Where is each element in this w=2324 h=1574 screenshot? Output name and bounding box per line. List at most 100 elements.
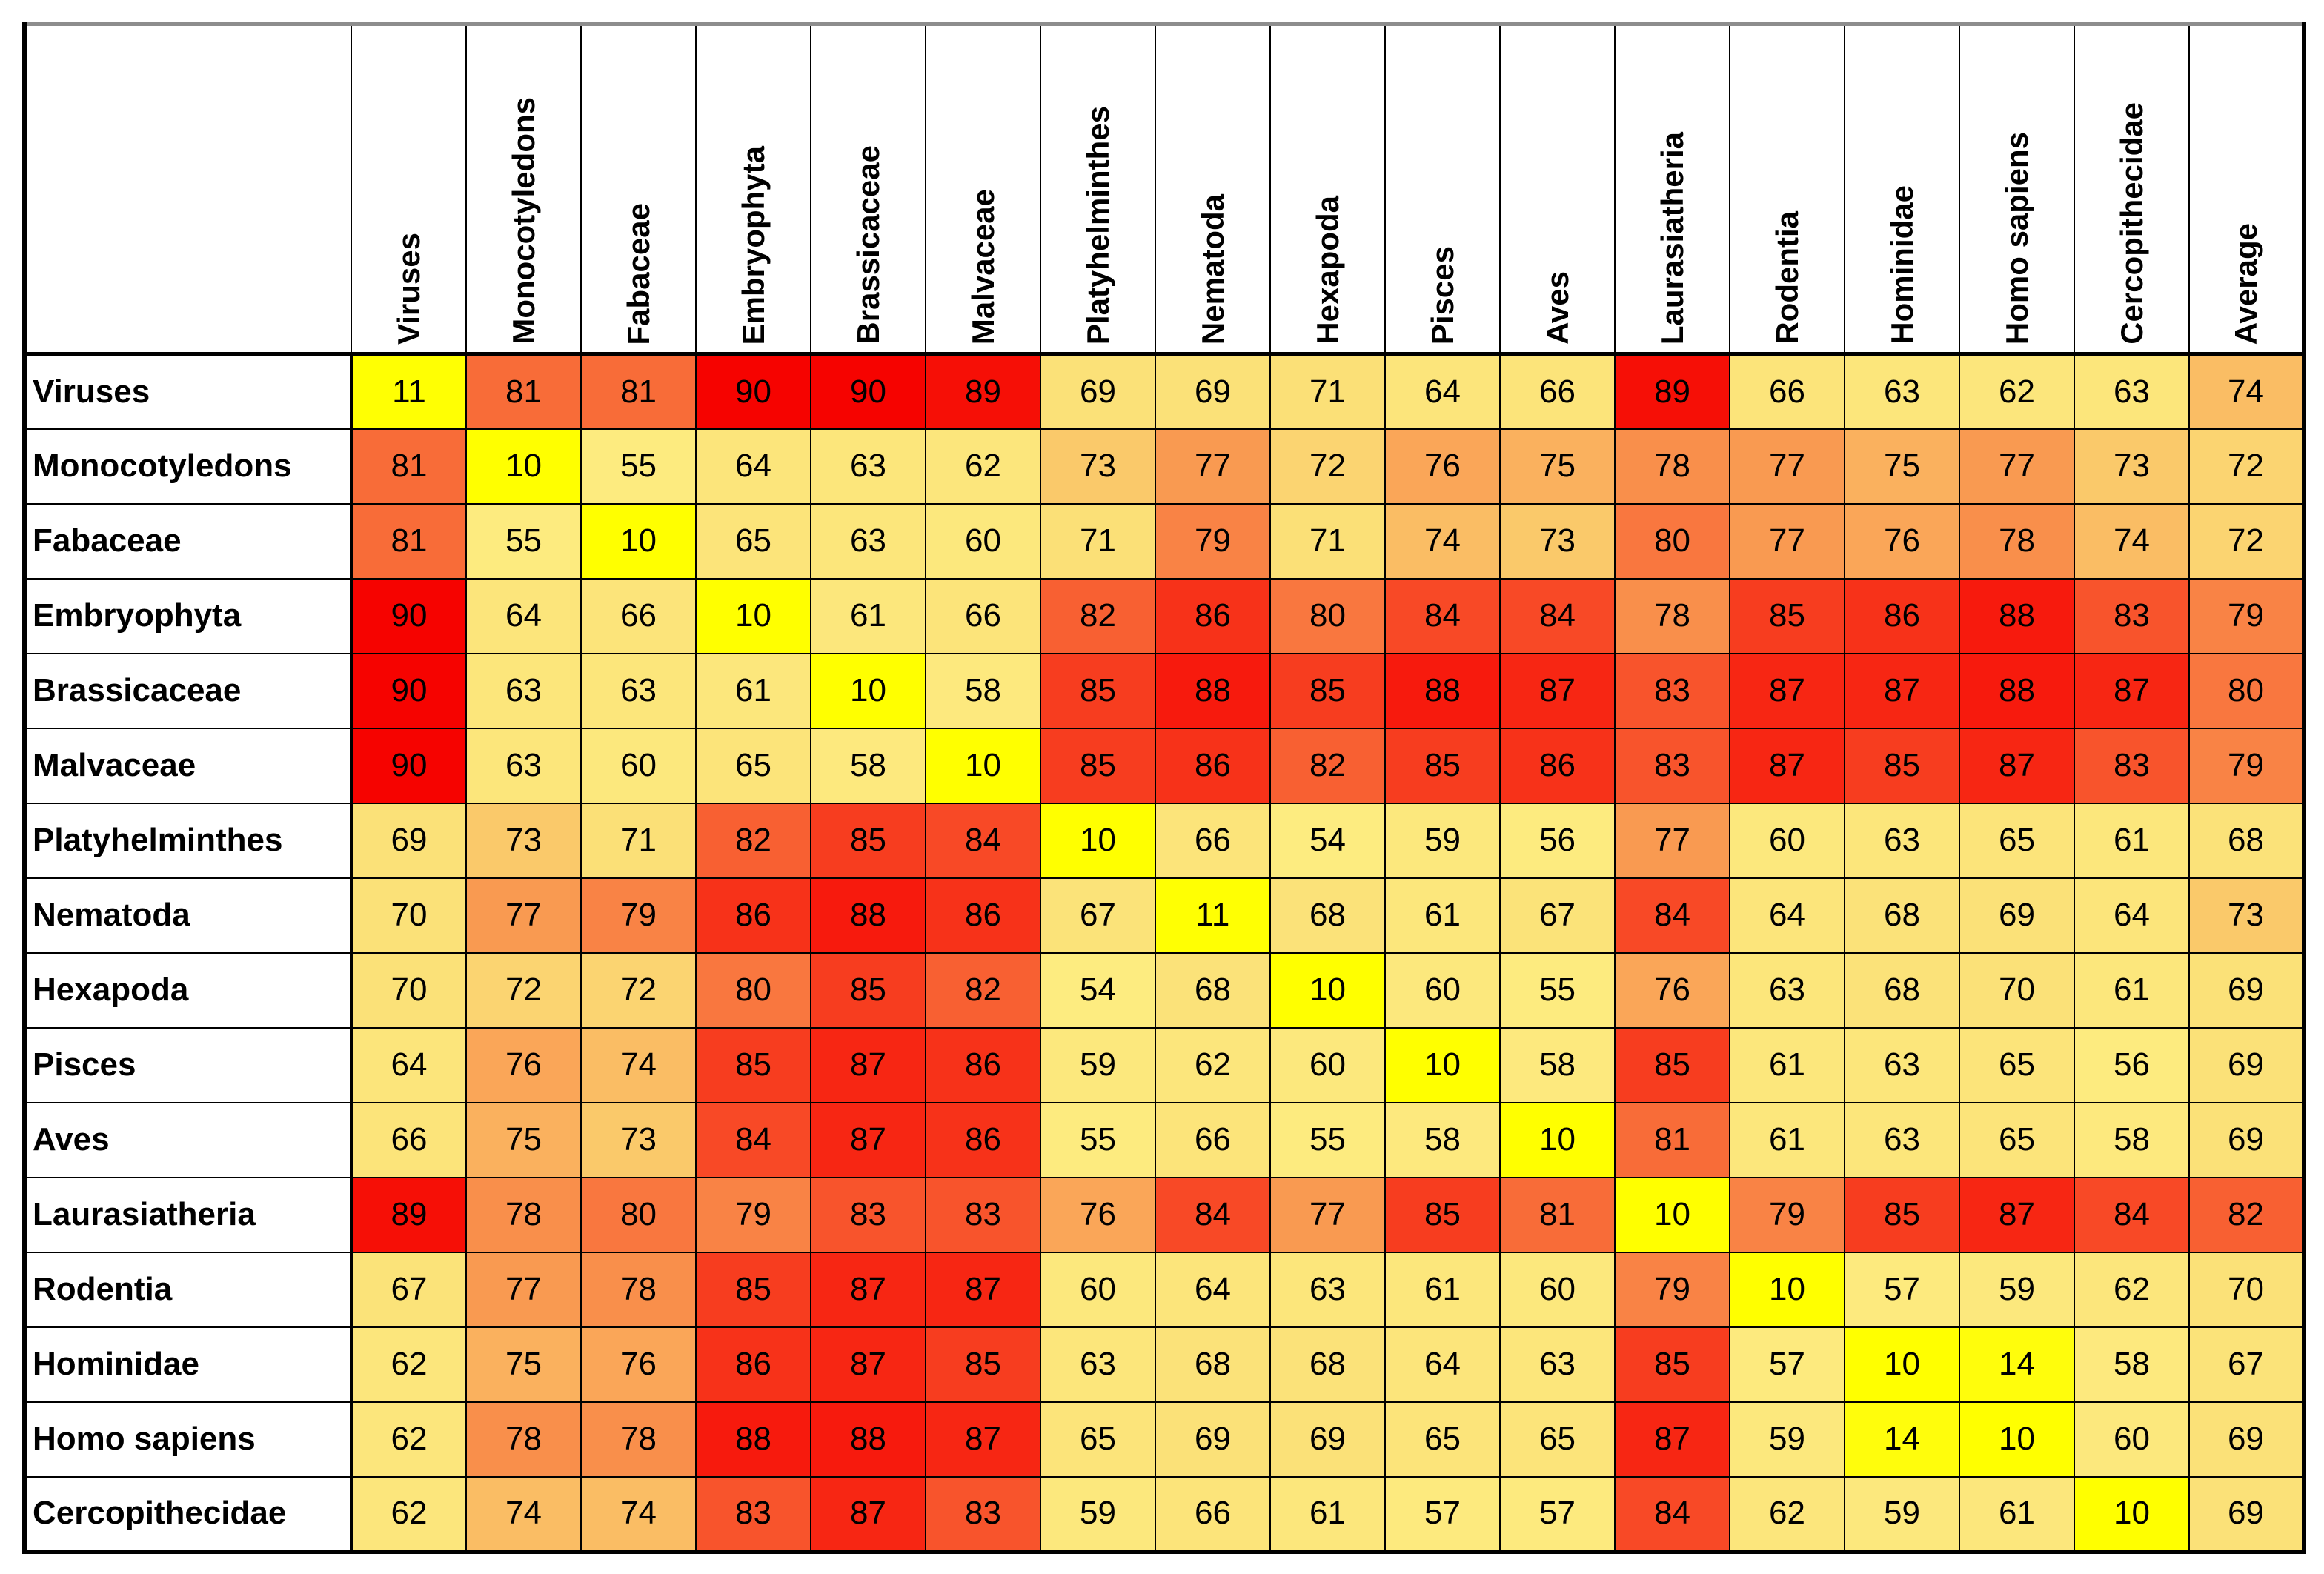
cell-embryophyta-rodentia: 85 (1729, 577, 1845, 654)
column-header-rotated-text: Hexapoda (1271, 26, 1384, 352)
cell-aves-hexapoda: 55 (1269, 1101, 1386, 1178)
cell-cercopithecidae-nematoda: 66 (1155, 1475, 1271, 1553)
row-header-hexapoda: Hexapoda (24, 952, 353, 1029)
cell-pisces-monocotyledons: 76 (465, 1026, 582, 1103)
cell-hexapoda-nematoda: 68 (1155, 952, 1271, 1029)
header-row: Viruses Monocotyledons Fabaceae Embryophyta… (24, 23, 2305, 356)
cell-laurasiatheria-viruses: 89 (351, 1176, 467, 1253)
cell-cercopithecidae-rodentia: 62 (1729, 1475, 1845, 1553)
cell-hexapoda-laurasiatheria: 76 (1614, 952, 1730, 1029)
cell-platyhelminthes-brassicaceae: 85 (810, 802, 926, 879)
cell-fabaceae-pisces: 74 (1384, 502, 1501, 580)
column-header-rotated-text: Average (2190, 26, 2302, 352)
cell-brassicaceae-hexapoda: 85 (1269, 652, 1386, 729)
cell-hexapoda-platyhelminthes: 54 (1040, 952, 1156, 1029)
cell-platyhelminthes-homo-sapiens: 65 (1959, 802, 2075, 879)
cell-rodentia-hominidae: 57 (1844, 1251, 1960, 1328)
cell-platyhelminthes-monocotyledons: 73 (465, 802, 582, 879)
cell-hominidae-cercopithecidae: 58 (2074, 1326, 2190, 1403)
cell-hexapoda-brassicaceae: 85 (810, 952, 926, 1029)
cell-viruses-hominidae: 63 (1844, 353, 1960, 430)
cell-cercopithecidae-fabaceae: 74 (580, 1475, 697, 1553)
cell-hominidae-hominidae: 10 (1844, 1326, 1960, 1403)
cell-viruses-homo-sapiens: 62 (1959, 353, 2075, 430)
cell-brassicaceae-platyhelminthes: 85 (1040, 652, 1156, 729)
table-row-hexapoda: Hexapoda 70 72 72 80 85 82 54 68 10 60 55 76 63 68 70 61… (24, 952, 2305, 1029)
cell-laurasiatheria-hexapoda: 77 (1269, 1176, 1386, 1253)
cell-brassicaceae-average: 80 (2188, 652, 2305, 729)
column-header-label: Rodentia (1769, 211, 1805, 345)
cell-fabaceae-homo-sapiens: 78 (1959, 502, 2075, 580)
cell-hominidae-homo-sapiens: 14 (1959, 1326, 2075, 1403)
cell-viruses-laurasiatheria: 89 (1614, 353, 1730, 430)
cell-nematoda-monocotyledons: 77 (465, 877, 582, 954)
cell-hexapoda-fabaceae: 72 (580, 952, 697, 1029)
cell-monocotyledons-fabaceae: 55 (580, 428, 697, 505)
cell-cercopithecidae-hominidae: 59 (1844, 1475, 1960, 1553)
cell-fabaceae-nematoda: 79 (1155, 502, 1271, 580)
cell-hexapoda-average: 69 (2188, 952, 2305, 1029)
corner-cell (24, 23, 352, 356)
cell-monocotyledons-monocotyledons: 10 (465, 428, 582, 505)
row-header-pisces: Pisces (24, 1026, 353, 1103)
cell-laurasiatheria-brassicaceae: 83 (810, 1176, 926, 1253)
cell-hexapoda-embryophyta: 80 (695, 952, 811, 1029)
cell-platyhelminthes-pisces: 59 (1384, 802, 1501, 879)
row-header-platyhelminthes: Platyhelminthes (24, 802, 353, 879)
cell-platyhelminthes-rodentia: 60 (1729, 802, 1845, 879)
cell-embryophyta-malvaceae: 66 (925, 577, 1041, 654)
cell-rodentia-aves: 60 (1499, 1251, 1616, 1328)
cell-pisces-rodentia: 61 (1729, 1026, 1845, 1103)
column-header-label: Laurasiatheria (1654, 131, 1690, 345)
cell-hominidae-viruses: 62 (351, 1326, 467, 1403)
cell-platyhelminthes-laurasiatheria: 77 (1614, 802, 1730, 879)
cell-laurasiatheria-homo-sapiens: 87 (1959, 1176, 2075, 1253)
cell-rodentia-platyhelminthes: 60 (1040, 1251, 1156, 1328)
cell-nematoda-platyhelminthes: 67 (1040, 877, 1156, 954)
cell-embryophyta-nematoda: 86 (1155, 577, 1271, 654)
column-header-rotated-text: Platyhelminthes (1041, 26, 1155, 352)
cell-homo-sapiens-hexapoda: 69 (1269, 1401, 1386, 1478)
cell-embryophyta-fabaceae: 66 (580, 577, 697, 654)
cell-brassicaceae-brassicaceae: 10 (810, 652, 926, 729)
cell-malvaceae-fabaceae: 60 (580, 727, 697, 804)
cell-aves-platyhelminthes: 55 (1040, 1101, 1156, 1178)
cell-rodentia-monocotyledons: 77 (465, 1251, 582, 1328)
cell-embryophyta-pisces: 84 (1384, 577, 1501, 654)
column-header-label: Fabaceae (620, 202, 656, 345)
column-header-rotated-text: Brassicaceae (811, 26, 925, 352)
cell-nematoda-fabaceae: 79 (580, 877, 697, 954)
column-header-brassicaceae: Brassicaceae (810, 23, 926, 356)
cell-fabaceae-average: 72 (2188, 502, 2305, 580)
cell-embryophyta-cercopithecidae: 83 (2074, 577, 2190, 654)
column-header-rotated-text: Laurasiatheria (1616, 26, 1729, 352)
cell-nematoda-aves: 67 (1499, 877, 1616, 954)
table-row-brassicaceae: Brassicaceae 90 63 63 61 10 58 85 88 85 88 87 83 87 87… (24, 652, 2305, 729)
cell-rodentia-rodentia: 10 (1729, 1251, 1845, 1328)
row-header-nematoda: Nematoda (24, 877, 353, 954)
column-header-label: Viruses (391, 233, 426, 345)
cell-platyhelminthes-nematoda: 66 (1155, 802, 1271, 879)
cell-pisces-embryophyta: 85 (695, 1026, 811, 1103)
row-header-cercopithecidae: Cercopithecidae (24, 1475, 353, 1553)
cell-aves-fabaceae: 73 (580, 1101, 697, 1178)
cell-monocotyledons-cercopithecidae: 73 (2074, 428, 2190, 505)
column-header-cercopithecidae: Cercopithecidae (2074, 23, 2190, 356)
cell-platyhelminthes-average: 68 (2188, 802, 2305, 879)
cell-laurasiatheria-laurasiatheria: 10 (1614, 1176, 1730, 1253)
cell-platyhelminthes-hominidae: 63 (1844, 802, 1960, 879)
cell-monocotyledons-embryophyta: 64 (695, 428, 811, 505)
cell-monocotyledons-platyhelminthes: 73 (1040, 428, 1156, 505)
column-header-pisces: Pisces (1384, 23, 1501, 356)
cell-viruses-brassicaceae: 90 (810, 353, 926, 430)
column-header-rotated-text: Embryophyta (697, 26, 810, 352)
cell-hexapoda-rodentia: 63 (1729, 952, 1845, 1029)
cell-homo-sapiens-cercopithecidae: 60 (2074, 1401, 2190, 1478)
cell-pisces-laurasiatheria: 85 (1614, 1026, 1730, 1103)
cell-embryophyta-hominidae: 86 (1844, 577, 1960, 654)
table-row-rodentia: Rodentia 67 77 78 85 87 87 60 64 63 61 60 79 10 57 59 62… (24, 1251, 2305, 1328)
cell-nematoda-rodentia: 64 (1729, 877, 1845, 954)
cell-pisces-nematoda: 62 (1155, 1026, 1271, 1103)
cell-homo-sapiens-hominidae: 14 (1844, 1401, 1960, 1478)
body-row-group: Viruses 11 81 81 90 90 89 69 69 71 64 66 89 66 63 62 63 7… (24, 353, 2305, 1553)
